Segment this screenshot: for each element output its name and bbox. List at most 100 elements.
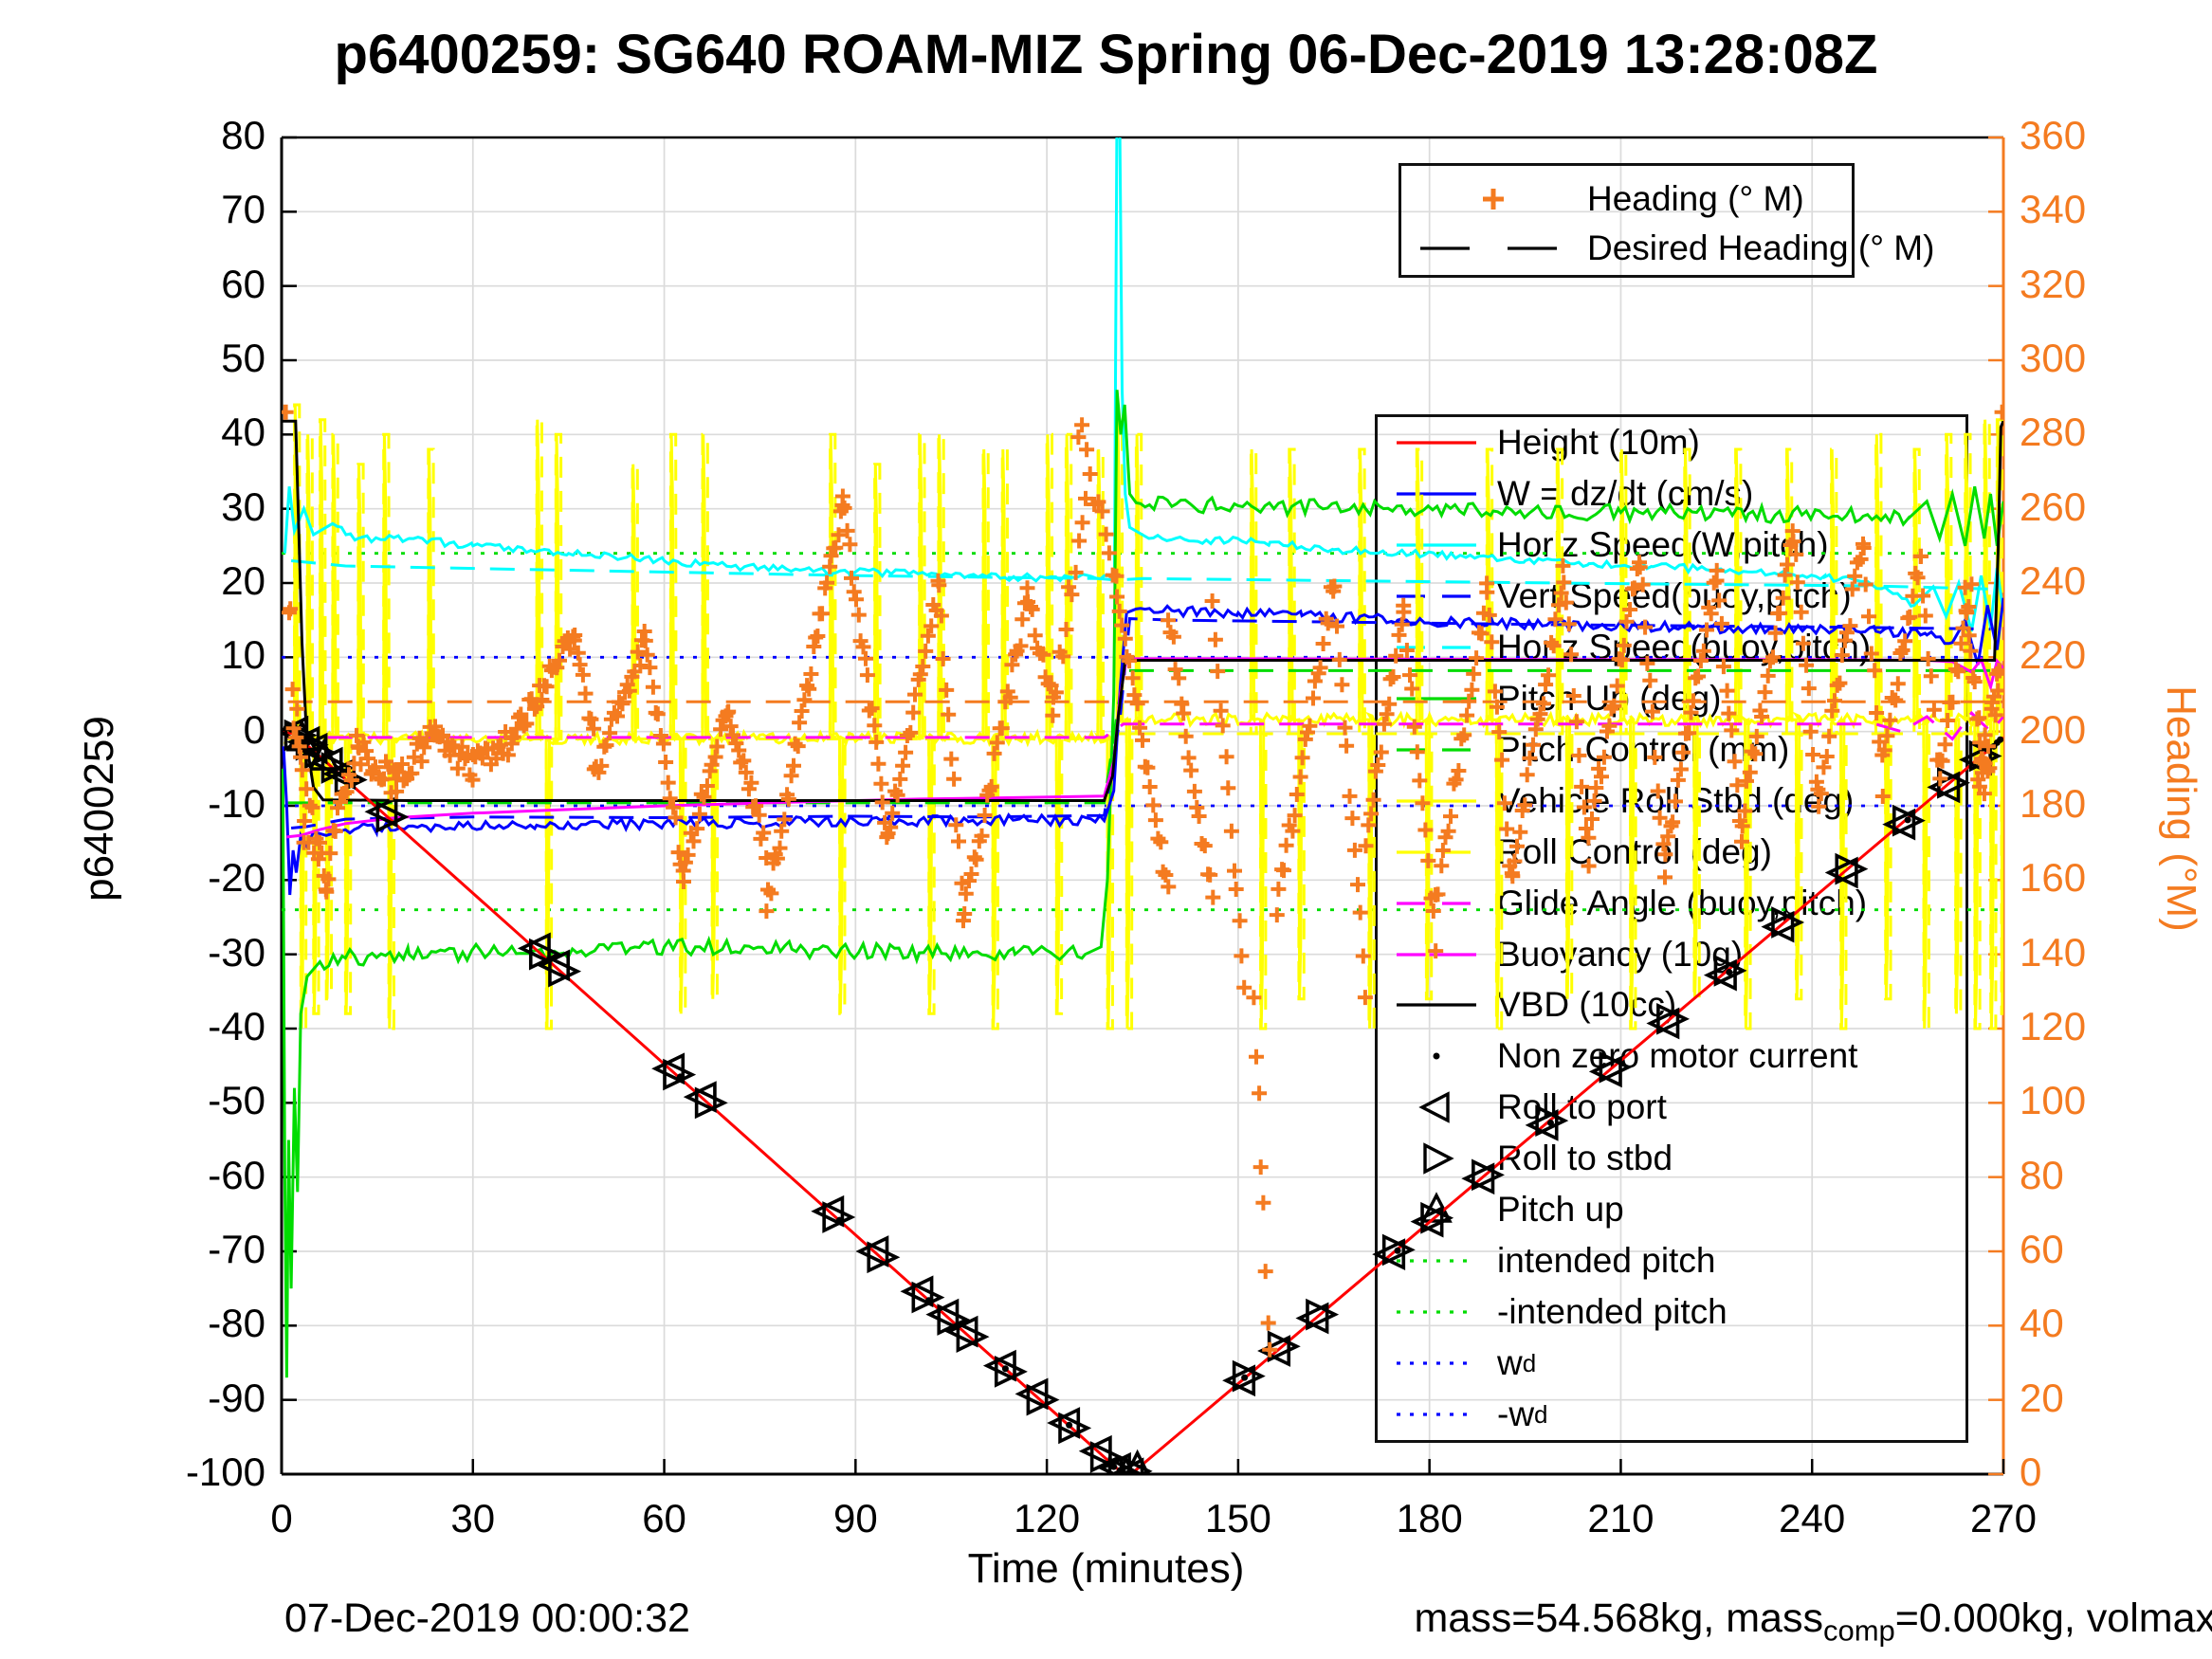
legend-item--w: -w d: [1389, 1389, 1548, 1440]
solid-swatch: [1397, 799, 1476, 803]
solid-swatch: [1397, 697, 1476, 701]
legend-label: Vehicle Roll Stbd (deg): [1497, 780, 1855, 820]
legend-label: VBD (10cc): [1497, 985, 1677, 1025]
plus-swatch: [1483, 189, 1504, 210]
y-left-tick: -70: [208, 1227, 265, 1271]
footer-mass-info: mass=54.568kg, masscomp=0.000kg, volmax: [1415, 1595, 2212, 1649]
dotted-swatch: [1397, 1310, 1476, 1314]
legend-item-non-zero-motor-current: Non zero motor current: [1389, 1030, 1857, 1082]
y-left-tick: 40: [221, 410, 265, 455]
solid-swatch: [1397, 543, 1476, 547]
x-tick: 0: [270, 1496, 293, 1540]
y-left-tick: 0: [243, 706, 265, 752]
mass-text: mass=54.568kg, mass: [1414, 1595, 1823, 1641]
x-tick: 30: [450, 1496, 496, 1540]
legend-label-sub: d: [1534, 1399, 1548, 1429]
dashed-swatch: [1397, 594, 1476, 598]
legend-label: Desired Heading (° M): [1587, 228, 1935, 267]
legend-label-sub: d: [1522, 1348, 1537, 1377]
tri-left-swatch: [1418, 1091, 1450, 1124]
y-right-tick: 180: [2020, 781, 2087, 826]
y-left-tick: -10: [208, 781, 265, 826]
legend-item-horiz-speed-w-pitch-: Horiz Speed(W,pitch): [1389, 520, 1829, 571]
legend-label: Heading (° M): [1587, 179, 1804, 218]
x-tick: 90: [832, 1496, 878, 1540]
y-left-tick: 50: [221, 336, 265, 380]
dotted-swatch: [1397, 1361, 1476, 1365]
y-right-tick: 40: [2020, 1301, 2064, 1346]
legend-item-vehicle-roll-stbd-deg-: Vehicle Roll Stbd (deg): [1389, 775, 1854, 827]
y-axis-label-left: p6400259: [76, 716, 122, 902]
y-right-tick: 340: [2020, 187, 2087, 232]
y-right-tick: 60: [2020, 1227, 2064, 1271]
legend-heading: Heading (° M) Desired Heading (° M): [1398, 163, 1934, 278]
y-right-tick: 280: [2020, 410, 2087, 455]
y-left-tick: 10: [221, 632, 265, 678]
mass-sub: comp: [1822, 1613, 1895, 1648]
tri-right-swatch: [1423, 1142, 1454, 1176]
y-right-tick: 0: [2020, 1449, 2042, 1494]
dashed-swatch: [1420, 246, 1566, 250]
legend-label: W = dz/dt (cm/s): [1497, 473, 1754, 513]
legend-label: Buoyancy (10g): [1497, 934, 1744, 974]
dotted-swatch: [1397, 1413, 1476, 1416]
solid-swatch: [1397, 1003, 1476, 1008]
footer-timestamp: 07-Dec-2019 00:00:32: [284, 1595, 690, 1641]
y-left-tick: -30: [208, 929, 265, 975]
legend-item-w-dz-dt-cm-s-: W = dz/dt (cm/s): [1389, 468, 1753, 520]
legend-label: intended pitch: [1497, 1241, 1716, 1281]
y-left-tick: -90: [208, 1375, 265, 1420]
x-tick: 150: [1204, 1496, 1271, 1540]
legend-item-pitch-up: Pitch up: [1389, 1184, 1624, 1235]
solid-swatch: [1397, 952, 1476, 957]
y-right-tick: 240: [2020, 558, 2087, 603]
y-right-tick: 20: [2020, 1375, 2064, 1420]
legend-label: Height (10m): [1497, 423, 1700, 462]
dot-swatch: [1433, 1052, 1440, 1060]
legend-label: Roll to stbd: [1497, 1139, 1673, 1178]
y-right-tick: 140: [2020, 929, 2087, 975]
y-right-tick: 360: [2020, 113, 2087, 157]
x-tick: 210: [1587, 1496, 1654, 1540]
dashed-swatch: [1397, 646, 1476, 649]
legend-label: Pitch Up (deg): [1497, 678, 1722, 718]
dashed-swatch: [1397, 849, 1476, 854]
mass-tail: =0.000kg, volmax: [1894, 1595, 2212, 1641]
legend-item-pitch-up-deg-: Pitch Up (deg): [1389, 673, 1722, 724]
legend-item-desired-heading-m-: Desired Heading (° M): [1413, 223, 1934, 274]
legend-label: -intended pitch: [1497, 1292, 1728, 1332]
y-left-tick: 60: [221, 261, 265, 306]
legend-item-horiz-speed-buoy-pitch-: Horiz Speed(buoy,pitch): [1389, 622, 1871, 673]
y-right-tick: 80: [2020, 1152, 2064, 1197]
legend-label: Pitch Control (mm): [1497, 729, 1790, 769]
solid-swatch: [1397, 492, 1476, 496]
legend-item-intended-pitch: intended pitch: [1389, 1235, 1715, 1286]
legend-label: w: [1497, 1343, 1523, 1383]
y-left-tick: -20: [208, 855, 265, 901]
y-right-tick: 160: [2020, 855, 2087, 901]
y-right-tick: 220: [2020, 632, 2087, 678]
legend-item-roll-control-deg-: Roll Control (deg): [1389, 827, 1772, 878]
legend-item--intended-pitch: -intended pitch: [1389, 1286, 1728, 1338]
dotted-swatch: [1397, 1259, 1476, 1263]
legend-item-pitch-control-mm-: Pitch Control (mm): [1389, 724, 1789, 775]
x-tick: 60: [642, 1496, 686, 1540]
legend-item-buoyancy-10g-: Buoyancy (10g): [1389, 929, 1743, 980]
x-tick: 270: [1969, 1496, 2038, 1540]
legend-item-roll-to-port: Roll to port: [1389, 1082, 1667, 1133]
y-left-tick: 80: [221, 113, 265, 157]
y-left-tick: -100: [185, 1449, 265, 1494]
y-right-tick: 260: [2020, 483, 2087, 529]
dashed-swatch: [1397, 748, 1476, 752]
y-left-tick: 30: [221, 483, 265, 529]
x-tick: 180: [1396, 1496, 1463, 1540]
legend-label: Roll to port: [1497, 1087, 1667, 1127]
dashed-swatch: [1397, 901, 1476, 905]
y-left-tick: 20: [221, 558, 265, 603]
y-right-tick: 200: [2020, 706, 2087, 752]
legend-label: -w: [1497, 1395, 1535, 1434]
y-left-tick: -80: [208, 1301, 265, 1346]
y-right-tick: 320: [2020, 261, 2087, 306]
